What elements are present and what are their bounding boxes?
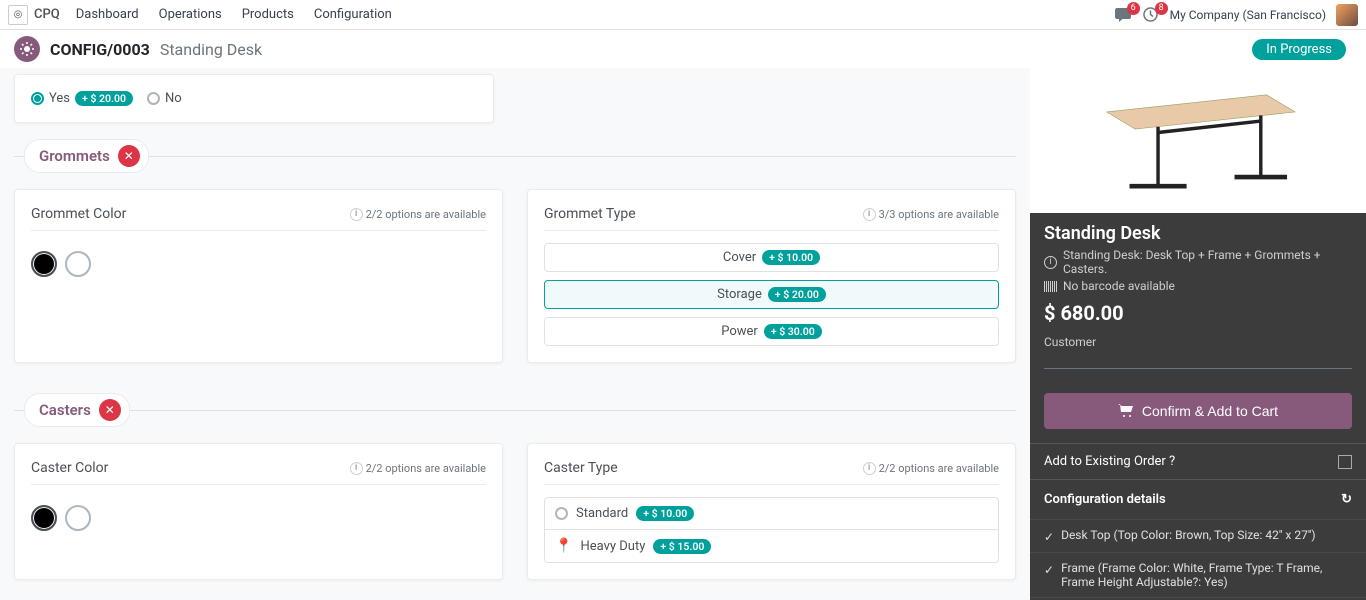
adjustable-no-label: No: [165, 91, 182, 106]
caster-swatch-black[interactable]: [31, 505, 57, 531]
menu-products[interactable]: Products: [242, 7, 294, 22]
grommet-color-card: Grommet Color i2/2 options are available: [14, 189, 503, 363]
config-details-header: Configuration details ↻: [1030, 479, 1366, 519]
section-casters-label: Casters: [39, 401, 91, 419]
radio-checked-icon: [31, 92, 44, 105]
caster-type-avail: i2/2 options are available: [863, 462, 999, 475]
caster-type-title: Caster Type: [544, 460, 618, 476]
caster-type-card: Caster Type i2/2 options are available S…: [527, 443, 1016, 580]
confirm-add-cart-button[interactable]: Confirm & Add to Cart: [1044, 393, 1352, 429]
avatar[interactable]: [1336, 4, 1358, 26]
grommet-color-title: Grommet Color: [31, 206, 126, 222]
customer-input[interactable]: [1044, 351, 1352, 369]
app-icon[interactable]: ◎: [8, 5, 28, 25]
refresh-icon[interactable]: ↻: [1341, 492, 1352, 507]
add-existing-checkbox[interactable]: [1338, 455, 1352, 469]
add-existing-order-row[interactable]: Add to Existing Order ?: [1030, 443, 1366, 479]
adjustable-yes-label: Yes: [49, 91, 70, 106]
caster-color-card: Caster Color i2/2 options are available: [14, 443, 503, 580]
section-grommets: Grommets ✕: [24, 139, 149, 173]
detail-frame: ✓Frame (Frame Color: White, Frame Type: …: [1030, 552, 1366, 597]
sb-description: Standing Desk: Desk Top + Frame + Gromme…: [1063, 248, 1352, 276]
swatch-black[interactable]: [31, 251, 57, 277]
customer-label: Customer: [1044, 335, 1352, 349]
section-casters: Casters ✕: [24, 393, 130, 427]
grommet-type-cover[interactable]: Cover + $ 10.00: [544, 243, 999, 272]
menu-configuration[interactable]: Configuration: [314, 7, 392, 22]
grommet-type-power[interactable]: Power + $ 30.00: [544, 317, 999, 346]
radio-icon: [555, 507, 568, 520]
activity-badge: 8: [1155, 2, 1168, 15]
menu-dashboard[interactable]: Dashboard: [76, 7, 139, 22]
company-label[interactable]: My Company (San Francisco): [1170, 8, 1326, 22]
menu-operations[interactable]: Operations: [159, 7, 222, 22]
remove-casters-button[interactable]: ✕: [99, 399, 121, 421]
barcode-icon: [1044, 281, 1057, 292]
caster-swatch-white[interactable]: [65, 505, 91, 531]
product-image: [1030, 68, 1366, 213]
caster-type-heavy-duty[interactable]: 📍 Heavy Duty + $ 15.00: [544, 530, 999, 563]
adjustable-no-option[interactable]: No: [147, 91, 182, 106]
grommet-type-title: Grommet Type: [544, 206, 636, 222]
sb-product-title: Standing Desk: [1044, 223, 1352, 244]
app-title: CPQ: [34, 7, 60, 22]
caster-color-avail: i2/2 options are available: [350, 462, 486, 475]
adjustable-yes-option[interactable]: Yes + $ 20.00: [31, 91, 133, 106]
config-id: CONFIG/0003: [50, 40, 150, 59]
adjustable-yes-price: + $ 20.00: [75, 91, 133, 106]
chat-badge: 6: [1127, 2, 1140, 15]
info-icon: i: [1044, 256, 1057, 269]
activity-icon[interactable]: 8: [1142, 6, 1160, 24]
caster-type-standard[interactable]: Standard + $ 10.00: [544, 497, 999, 530]
check-icon: ✓: [1044, 530, 1054, 544]
caster-color-title: Caster Color: [31, 460, 108, 476]
chat-icon[interactable]: 6: [1114, 6, 1132, 24]
config-badge-icon: [14, 36, 40, 62]
grommet-type-card: Grommet Type i3/3 options are available …: [527, 189, 1016, 363]
section-grommets-label: Grommets: [39, 147, 110, 165]
cart-icon: [1118, 404, 1134, 418]
grommet-type-avail: i3/3 options are available: [863, 208, 999, 221]
status-badge: In Progress: [1252, 39, 1346, 60]
grommet-color-avail: i2/2 options are available: [350, 208, 486, 221]
grommet-type-storage[interactable]: Storage + $ 20.00: [544, 280, 999, 309]
remove-grommets-button[interactable]: ✕: [118, 145, 140, 167]
config-product-name: Standing Desk: [160, 40, 262, 59]
sb-barcode: No barcode available: [1063, 279, 1175, 293]
swatch-white[interactable]: [65, 251, 91, 277]
topbar-menu: Dashboard Operations Products Configurat…: [76, 7, 1114, 22]
detail-desk-top: ✓Desk Top (Top Color: Brown, Top Size: 4…: [1030, 519, 1366, 552]
radio-unchecked-icon: [147, 92, 160, 105]
check-icon: ✓: [1044, 563, 1054, 577]
sb-price: $ 680.00: [1044, 301, 1352, 325]
pin-icon: 📍: [555, 538, 572, 554]
